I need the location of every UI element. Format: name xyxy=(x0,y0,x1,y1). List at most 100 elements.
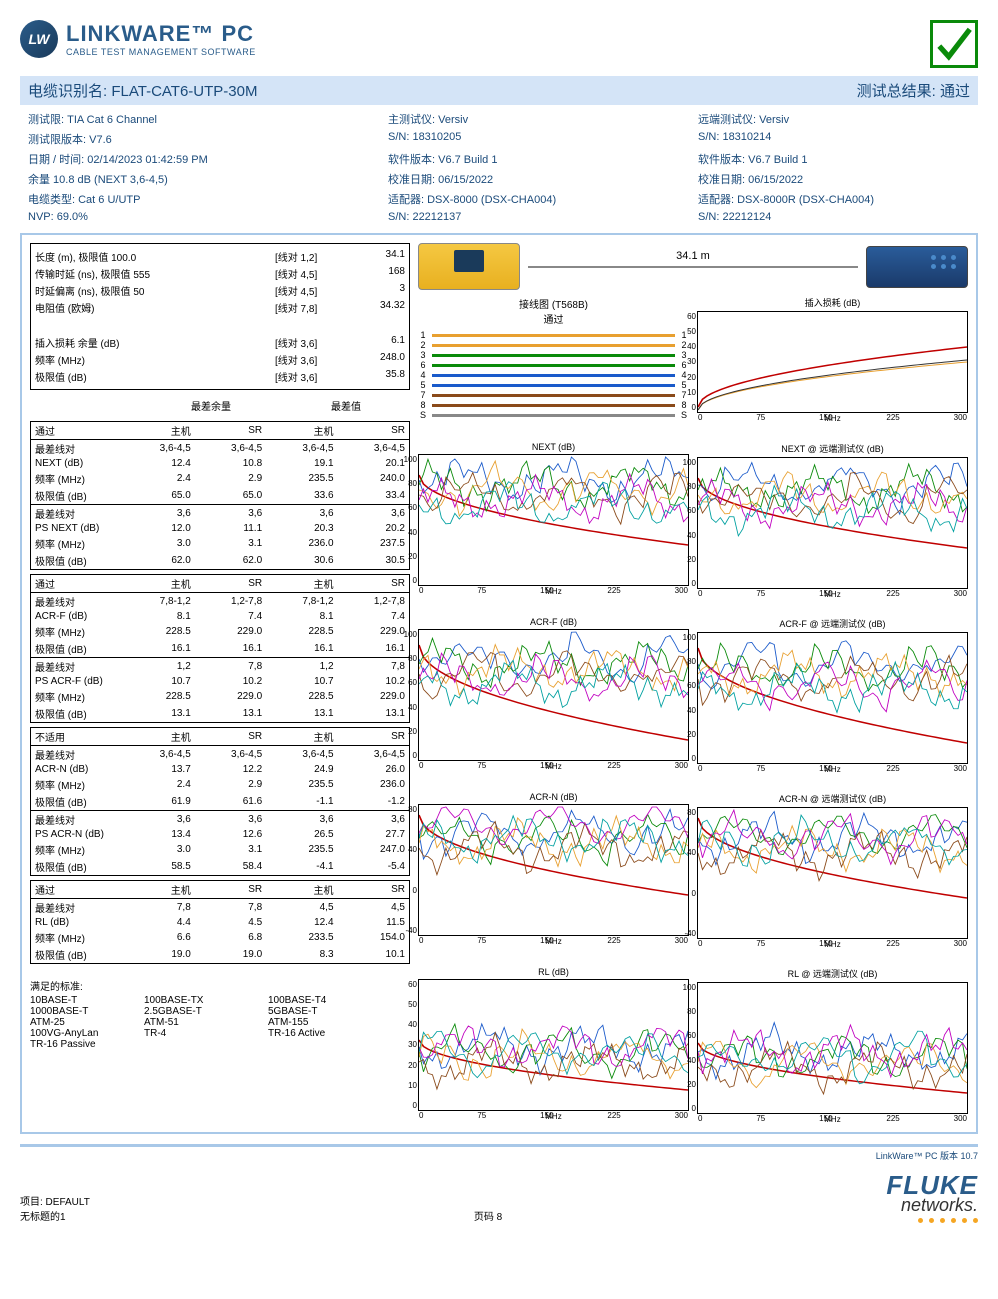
insertion-loss-chart: 插入损耗 (dB) 6050403020100 075150225300 MHz xyxy=(697,296,968,424)
info-grid: 测试限: TIA Cat 6 Channel主测试仪: Versiv远端测试仪:… xyxy=(20,105,978,229)
logo-area: LW LINKWARE™ PC CABLE TEST MANAGEMENT SO… xyxy=(20,20,256,58)
wire-row: 11 xyxy=(418,330,689,340)
standard-item: TR-16 Passive xyxy=(30,1039,140,1050)
chart-grid: NEXT (dB)100806040200075150225300MHzNEXT… xyxy=(418,442,968,1124)
summary-row: 电阻值 (欧姆)[线对 7,8]34.32 xyxy=(35,299,405,316)
standards-title: 满足的标准: xyxy=(30,978,410,993)
result-table: 通过主机SR主机SR最差线对7,87,84,54,5RL (dB)4.44.51… xyxy=(30,880,410,964)
info-cell: 适配器: DSX-8000R (DSX-CHA004) xyxy=(698,191,988,207)
result-value: 通过 xyxy=(940,83,970,100)
report-header: LW LINKWARE™ PC CABLE TEST MANAGEMENT SO… xyxy=(20,20,978,68)
info-cell: 校准日期: 06/15/2022 xyxy=(388,171,678,187)
tables-container: 通过主机SR主机SR最差线对3,6-4,53,6-4,53,6-4,53,6-4… xyxy=(30,421,410,968)
main-content: 长度 (m), 极限值 100.0[线对 1,2]34.1传输时延 (ns), … xyxy=(20,233,978,1134)
worst-value-header: 最差值 xyxy=(286,398,406,413)
info-cell: 测试限: TIA Cat 6 Channel xyxy=(28,111,368,127)
info-cell: S/N: 22212124 xyxy=(698,211,988,223)
chart-box: ACR-N (dB)80400-40075150225300MHz xyxy=(418,792,689,949)
standard-item: 100BASE-TX xyxy=(144,995,264,1006)
wire-row: 22 xyxy=(418,340,689,350)
logo-sub: CABLE TEST MANAGEMENT SOFTWARE xyxy=(66,47,256,57)
pass-checkmark-icon xyxy=(930,20,978,68)
summary-row: 插入损耗 余量 (dB)[线对 3,6]6.1 xyxy=(35,334,405,351)
info-cell: S/N: 18310214 xyxy=(698,131,988,147)
chart-title: RL @ 远端测试仪 (dB) xyxy=(697,967,968,980)
standards-section: 满足的标准: 10BASE-T 100BASE-TX 100BASE-T4 1000B… xyxy=(30,978,410,1050)
result-label: 测试总结果: xyxy=(857,83,936,100)
info-cell: S/N: 18310205 xyxy=(388,131,678,147)
summary-box: 长度 (m), 极限值 100.0[线对 1,2]34.1传输时延 (ns), … xyxy=(30,243,410,390)
chart-box: RL (dB)6050403020100075150225300MHz xyxy=(418,967,689,1124)
title-bar: 电缆识别名: FLAT-CAT6-UTP-30M 测试总结果: 通过 xyxy=(20,76,978,105)
info-cell: NVP: 69.0% xyxy=(28,211,368,223)
chart-box: NEXT @ 远端测试仪 (dB)10080604020007515022530… xyxy=(697,442,968,599)
standard-item: TR-4 xyxy=(144,1028,264,1039)
info-cell: S/N: 22212137 xyxy=(388,211,678,223)
margin-header: 最差余量 最差值 xyxy=(30,396,410,415)
summary-row: 传输时延 (ns), 极限值 555[线对 4,5]168 xyxy=(35,265,405,282)
info-cell: 远端测试仪: Versiv xyxy=(698,111,988,127)
standard-item: ATM-155 xyxy=(268,1017,388,1028)
info-cell: 软件版本: V6.7 Build 1 xyxy=(388,151,678,167)
standard-item: 1000BASE-T xyxy=(30,1006,140,1017)
standard-item: 100VG-AnyLan xyxy=(30,1028,140,1039)
cable-id: FLAT-CAT6-UTP-30M xyxy=(111,83,257,100)
worst-margin-header: 最差余量 xyxy=(136,398,286,413)
logo-badge: LW xyxy=(20,20,58,58)
info-cell: 测试限版本: V7.6 xyxy=(28,131,368,147)
wiremap-insertion-row: 接线图 (T568B) 通过 1122336644557788SS 插入损耗 (d… xyxy=(418,296,968,424)
wire-row: 44 xyxy=(418,370,689,380)
wire-row: 77 xyxy=(418,390,689,400)
cable-line: 34.1 m xyxy=(528,266,858,268)
info-cell: 适配器: DSX-8000 (DSX-CHA004) xyxy=(388,191,678,207)
main-tester-icon xyxy=(418,243,520,290)
info-cell: 余量 10.8 dB (NEXT 3,6-4,5) xyxy=(28,171,368,187)
wire-row: 66 xyxy=(418,360,689,370)
logo-main: LINKWARE™ PC xyxy=(66,21,256,47)
footer-page: 页码 8 xyxy=(474,1208,502,1223)
footer-version: LinkWare™ PC 版本 10.7 xyxy=(20,1149,978,1162)
standard-item: 100BASE-T4 xyxy=(268,995,388,1006)
summary-row: 长度 (m), 极限值 100.0[线对 1,2]34.1 xyxy=(35,248,405,265)
wiremap-title: 接线图 (T568B) xyxy=(519,300,588,311)
chart-title: NEXT (dB) xyxy=(418,442,689,452)
standards-grid: 10BASE-T 100BASE-TX 100BASE-T4 1000BASE-T 2.… xyxy=(30,995,410,1050)
fluke-logo: FLUKE networks. xyxy=(886,1170,978,1223)
summary-row: 频率 (MHz)[线对 3,6]248.0 xyxy=(35,351,405,368)
standard-item: TR-16 Active xyxy=(268,1028,388,1039)
chart-box: ACR-F @ 远端测试仪 (dB)1008060402000751502253… xyxy=(697,617,968,774)
info-cell: 电缆类型: Cat 6 U/UTP xyxy=(28,191,368,207)
info-cell: 校准日期: 06/15/2022 xyxy=(698,171,988,187)
tester-diagram: 34.1 m xyxy=(418,243,968,290)
chart-title: ACR-F (dB) xyxy=(418,617,689,627)
remote-tester-icon xyxy=(866,246,968,288)
footer-project: 项目: DEFAULT xyxy=(20,1193,90,1208)
footer-untitled: 无标题的1 xyxy=(20,1208,90,1223)
chart-box: NEXT (dB)100806040200075150225300MHz xyxy=(418,442,689,599)
chart-box: RL @ 远端测试仪 (dB)100806040200075150225300M… xyxy=(697,967,968,1124)
chart-title: ACR-N @ 远端测试仪 (dB) xyxy=(697,792,968,805)
result-table: 不适用主机SR主机SR最差线对3,6-4,53,6-4,53,6-4,53,6-… xyxy=(30,727,410,876)
result-table: 通过主机SR主机SR最差线对7,8-1,21,2-7,87,8-1,21,2-7… xyxy=(30,574,410,723)
result-table: 通过主机SR主机SR最差线对3,6-4,53,6-4,53,6-4,53,6-4… xyxy=(30,421,410,570)
chart-box: ACR-F (dB)100806040200075150225300MHz xyxy=(418,617,689,774)
footer: LinkWare™ PC 版本 10.7 项目: DEFAULT 无标题的1 页… xyxy=(20,1144,978,1223)
standard-item: ATM-25 xyxy=(30,1017,140,1028)
wiremap-status: 通过 xyxy=(544,315,564,326)
left-column: 长度 (m), 极限值 100.0[线对 1,2]34.1传输时延 (ns), … xyxy=(30,243,410,1124)
wire-row: 33 xyxy=(418,350,689,360)
chart-title: ACR-F @ 远端测试仪 (dB) xyxy=(697,617,968,630)
chart-title: ACR-N (dB) xyxy=(418,792,689,802)
wire-row: 88 xyxy=(418,400,689,410)
wire-row: SS xyxy=(418,410,689,420)
standard-item: 2.5GBASE-T xyxy=(144,1006,264,1017)
info-cell: 日期 / 时间: 02/14/2023 01:42:59 PM xyxy=(28,151,368,167)
chart-box: ACR-N @ 远端测试仪 (dB)80400-40075150225300MH… xyxy=(697,792,968,949)
summary-row: 时延偏离 (ns), 极限值 50[线对 4,5]3 xyxy=(35,282,405,299)
fluke-networks: networks. xyxy=(886,1195,978,1216)
wire-row: 55 xyxy=(418,380,689,390)
right-column: 34.1 m 接线图 (T568B) 通过 1122336644557788SS … xyxy=(418,243,968,1124)
standard-item: 10BASE-T xyxy=(30,995,140,1006)
insertion-loss-title: 插入损耗 (dB) xyxy=(697,296,968,309)
wiremap-box: 接线图 (T568B) 通过 1122336644557788SS xyxy=(418,296,689,424)
